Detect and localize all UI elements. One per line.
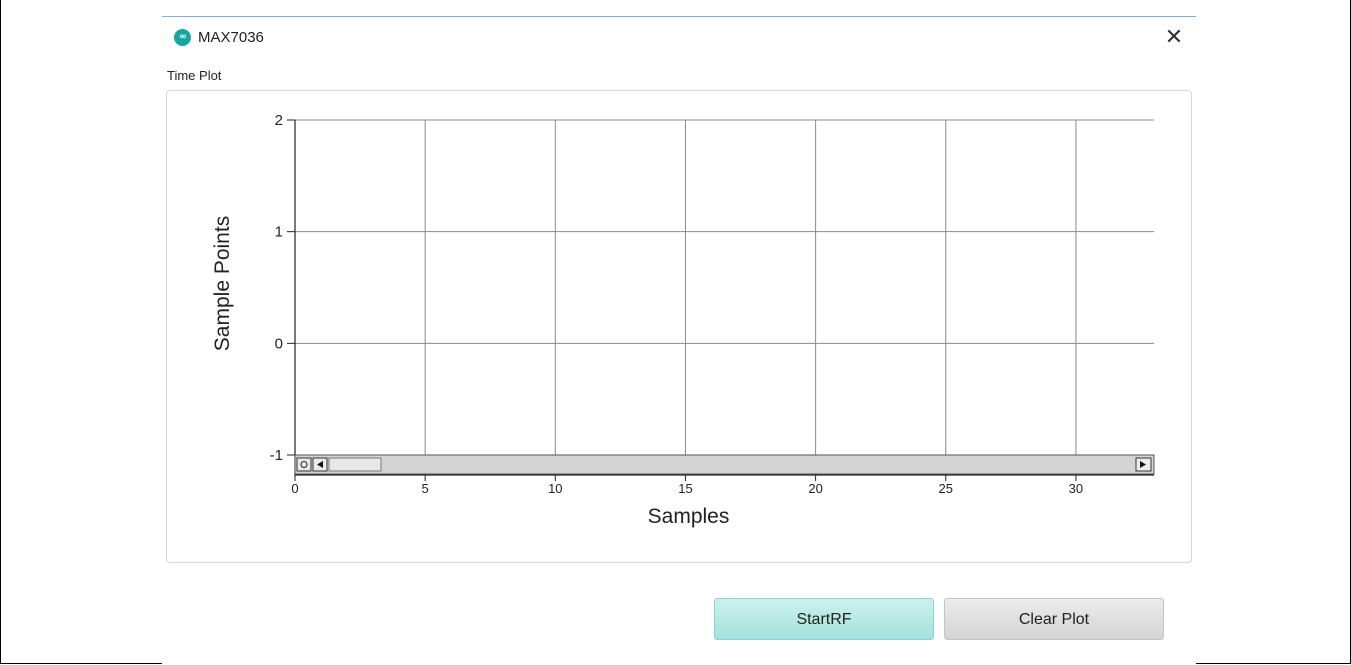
- plot-scrollbar[interactable]: [294, 454, 1155, 475]
- time-plot-label: Time Plot: [167, 68, 222, 83]
- title-accent-line: [162, 16, 1196, 17]
- y-tick-label: -1: [270, 447, 283, 464]
- x-tick-label: 15: [678, 481, 692, 496]
- window-title: MAX7036: [198, 29, 264, 46]
- y-axis-label: Sample Points: [211, 216, 234, 351]
- x-tick-label: 0: [291, 481, 298, 496]
- arrow-left-icon: [317, 461, 323, 468]
- x-tick-label: 5: [422, 481, 429, 496]
- start-rf-button[interactable]: StartRF: [714, 598, 934, 640]
- clear-plot-button[interactable]: Clear Plot: [944, 598, 1164, 640]
- arrow-right-icon: [1140, 461, 1146, 468]
- maxim-logo-icon: ∞: [174, 29, 191, 46]
- zoom-reset-icon: [300, 461, 308, 468]
- y-tick-label: 1: [275, 224, 283, 241]
- close-icon[interactable]: ✕: [1164, 25, 1184, 50]
- time-plot-panel: -1 0 1 2 0 5 10 15 20 25 30 Samples Sample Points: [166, 90, 1192, 563]
- scroll-thumb[interactable]: [328, 457, 382, 472]
- app-window: ∞ MAX7036 ✕ Time Plot -1 0 1 2 0 5 10 15 20 25 30 S…: [162, 0, 1196, 665]
- y-tick-label: 2: [275, 112, 283, 129]
- y-tick-label: 0: [275, 335, 283, 352]
- x-tick-label: 20: [808, 481, 822, 496]
- x-tick-label: 25: [939, 481, 953, 496]
- title-bar: ∞ MAX7036 ✕: [162, 26, 1196, 54]
- x-axis-label: Samples: [648, 505, 730, 528]
- scroll-zoom-reset-button[interactable]: [296, 457, 312, 472]
- x-tick-label: 10: [548, 481, 562, 496]
- x-tick-label: 30: [1069, 481, 1083, 496]
